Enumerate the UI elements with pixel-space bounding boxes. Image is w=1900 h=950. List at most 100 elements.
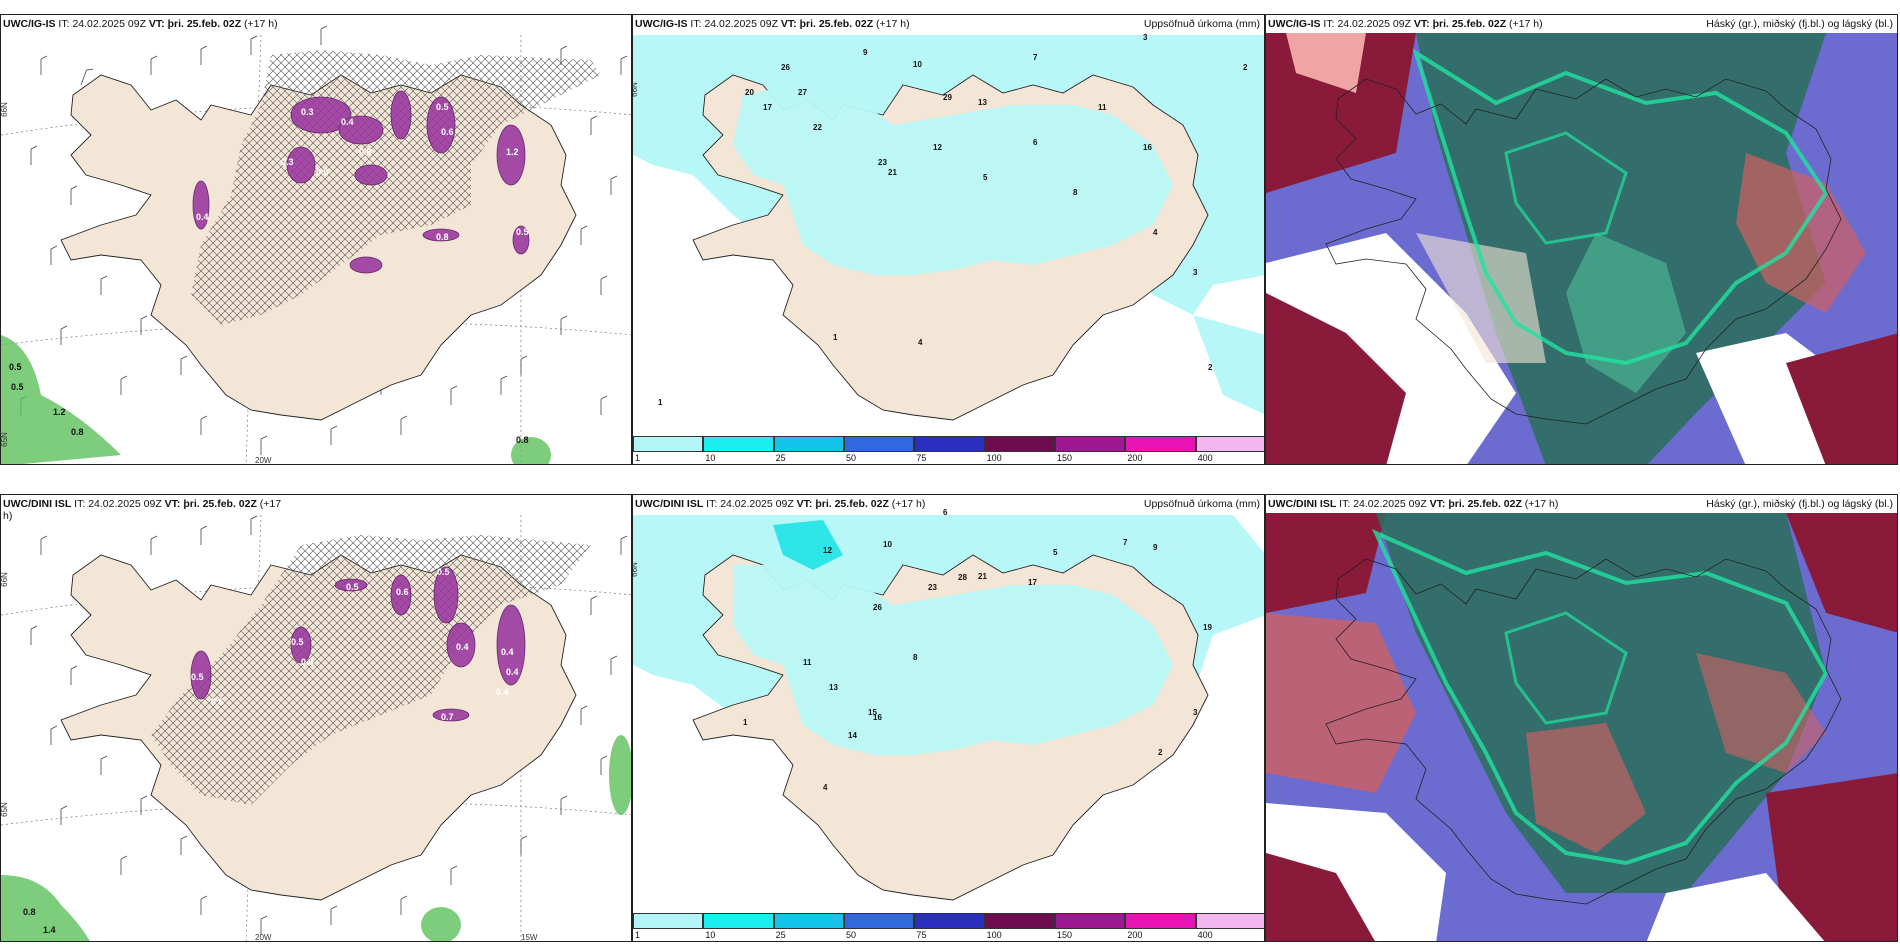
precip-value: 8 <box>913 653 918 662</box>
contour-label: 0.6 <box>316 167 329 177</box>
contour-label: 0.4 <box>456 642 469 652</box>
colorbar-label: 10 <box>705 453 716 463</box>
colorbar-swatch <box>844 436 915 452</box>
precip-value: 11 <box>803 658 812 667</box>
lat-label-66: 66N <box>632 562 639 577</box>
precip-value: 16 <box>873 713 882 722</box>
colorbar-swatch <box>1195 436 1264 452</box>
colorbar: 1 10 25 50 75 100 150 200 400 <box>633 434 1264 464</box>
precip-value: 21 <box>978 572 987 581</box>
contour-label: 0.5 <box>516 227 529 237</box>
precip-value: 12 <box>823 546 832 555</box>
precip-value: 10 <box>883 540 892 549</box>
precip-value: 13 <box>978 98 987 107</box>
precip-value: 9 <box>1153 543 1158 552</box>
contour-label: 0.5 <box>9 362 22 372</box>
contour-label: 0.6 <box>396 587 409 597</box>
precip-value: 15 <box>868 708 877 717</box>
precip-value: 4 <box>823 783 828 792</box>
colorbar-label: 75 <box>916 930 927 940</box>
panel-right-title: Uppsöfnuð úrkoma (mm) <box>1143 498 1260 510</box>
colorbar-swatch <box>773 913 844 929</box>
panel-right-title: Háský (gr.), miðský (fj.bl.) og lágský (… <box>1706 18 1893 30</box>
precip-value: 2 <box>1208 363 1213 372</box>
precip-green <box>1 735 631 941</box>
panel-header: UWC/IG-IS IT: 24.02.2025 09Z VT: þri. 25… <box>3 18 278 30</box>
precip-value: 7 <box>1033 53 1038 62</box>
precip-value: 28 <box>958 573 967 582</box>
contour-label: 0.8 <box>359 147 372 157</box>
contour-label: 0.8 <box>71 427 84 437</box>
colorbar-swatch <box>633 436 704 452</box>
precip-value: 10 <box>913 60 922 69</box>
contour-label: 0.8 <box>516 435 529 445</box>
precip-value: 26 <box>873 603 882 612</box>
colorbar-swatch <box>773 436 844 452</box>
hatched-region <box>151 535 591 805</box>
colorbar-label: 400 <box>1197 453 1213 463</box>
panel-header: UWC/IG-IS IT: 24.02.2025 09Z VT: þri. 25… <box>1268 18 1543 30</box>
lon-label-20w: 20W <box>255 933 272 942</box>
precip-value: 20 <box>745 88 754 97</box>
panel-right-title: Háský (gr.), miðský (fj.bl.) og lágský (… <box>1706 498 1893 510</box>
panel-igis-clouds: UWC/IG-IS IT: 24.02.2025 09Z VT: þri. 25… <box>1265 14 1898 465</box>
precip-value: 1 <box>743 718 748 727</box>
contour-label: 0.6 <box>441 127 454 137</box>
precip-purple <box>192 90 530 274</box>
contour-label: 1.4 <box>43 925 56 935</box>
lon-label-20w: 20W <box>255 456 272 465</box>
precip-value: 9 <box>863 48 868 57</box>
panel-dini-clouds: UWC/DINI ISL IT: 24.02.2025 09Z VT: þri.… <box>1265 494 1898 942</box>
precip-value: 23 <box>928 583 937 592</box>
contour-label: 0.3 <box>281 157 294 167</box>
precip-value: 6 <box>943 508 948 517</box>
colorbar-label: 400 <box>1197 930 1213 940</box>
contour-label: 0.5 <box>211 697 224 707</box>
precip-value: 22 <box>813 123 822 132</box>
map-svg: 0.8 1.4 0.5 0.6 0.4 0.7 0.5 0.4 0.5 0.5 … <box>1 514 631 941</box>
colorbar-label: 25 <box>775 930 786 940</box>
colorbar-swatch <box>633 913 704 929</box>
colorbar-swatch <box>1055 436 1126 452</box>
colorbar-swatch <box>1055 913 1126 929</box>
panel-header: UWC/DINI ISL IT: 24.02.2025 09Z VT: þri.… <box>635 498 926 510</box>
panel-dini-accum-precip: UWC/DINI ISL IT: 24.02.2025 09Z VT: þri.… <box>632 494 1265 942</box>
precip-value: 23 <box>878 158 887 167</box>
colorbar-label: 25 <box>775 453 786 463</box>
colorbar-label: 100 <box>986 930 1002 940</box>
colorbar-swatch <box>984 436 1055 452</box>
precip-value: 21 <box>888 168 897 177</box>
precip-value: 8 <box>1073 188 1078 197</box>
precip-area <box>1193 315 1264 415</box>
precip-value: 27 <box>798 88 807 97</box>
colorbar-swatch <box>844 913 915 929</box>
panel-igis-precip-type: UWC/IG-IS IT: 24.02.2025 09Z VT: þri. 25… <box>0 14 632 465</box>
precip-purple <box>190 566 526 722</box>
precip-value: 2 <box>1243 63 1248 72</box>
precip-value: 5 <box>983 173 988 182</box>
precip-value: 4 <box>1153 228 1158 237</box>
precip-value: 3 <box>1193 708 1198 717</box>
precip-value: 16 <box>1143 143 1152 152</box>
lon-label-15w: 15W <box>521 933 538 942</box>
contour-label: 0.5 <box>346 582 359 592</box>
colorbar-swatch <box>1125 436 1196 452</box>
contour-label: 0.5 <box>11 382 24 392</box>
colorbar-label: 1 <box>635 930 641 940</box>
colorbar-swatch <box>1125 913 1196 929</box>
precip-value: 13 <box>829 683 838 692</box>
colorbar-swatch <box>1195 913 1264 929</box>
panel-dini-precip-type: UWC/DINI ISL IT: 24.02.2025 09Z VT: þri.… <box>0 494 632 942</box>
lat-label-66: 66N <box>0 572 9 587</box>
contour-label: 0.7 <box>441 712 454 722</box>
precip-value: 17 <box>1028 578 1037 587</box>
precip-value: 2 <box>1158 748 1163 757</box>
colorbar-swatch <box>914 913 985 929</box>
contour-label: 0.4 <box>501 647 514 657</box>
colorbar-swatch <box>703 436 774 452</box>
panel-right-title: Uppsöfnuð úrkoma (mm) <box>1143 18 1260 30</box>
precip-value: 11 <box>1098 103 1107 112</box>
precip-value: 19 <box>1203 623 1212 632</box>
precip-value: 1 <box>833 333 838 342</box>
colorbar-label: 150 <box>1057 930 1073 940</box>
